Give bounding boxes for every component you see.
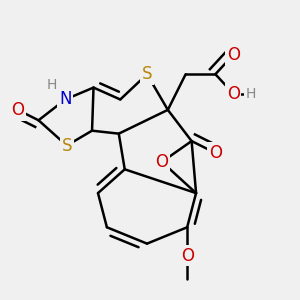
- Text: S: S: [61, 136, 72, 154]
- Text: H: H: [246, 86, 256, 100]
- Text: O: O: [227, 46, 240, 64]
- Text: H: H: [47, 78, 57, 92]
- Text: O: O: [227, 85, 240, 103]
- Text: O: O: [209, 144, 222, 162]
- Text: O: O: [181, 247, 194, 265]
- Text: O: O: [11, 101, 24, 119]
- Text: S: S: [142, 65, 152, 83]
- Text: O: O: [155, 153, 168, 171]
- Text: N: N: [59, 91, 71, 109]
